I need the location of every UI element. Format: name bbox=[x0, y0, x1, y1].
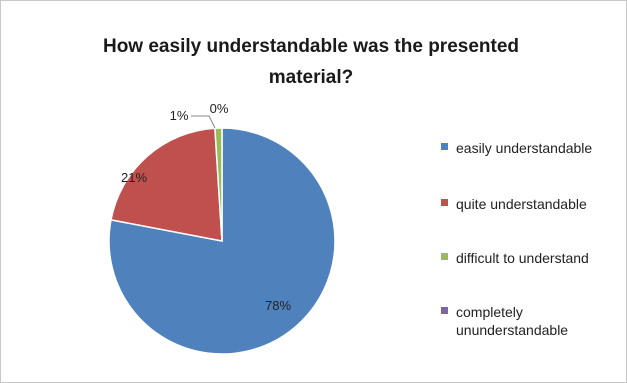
legend-label: quite understandable bbox=[456, 196, 587, 212]
chart-title: How easily understandable was the presen… bbox=[102, 36, 519, 88]
data-label-easily-understandable: 78% bbox=[265, 298, 291, 313]
legend-swatch-completely-ununderstandable bbox=[441, 307, 448, 314]
data-label-difficult-to-understand: 1% bbox=[170, 108, 189, 123]
legend-swatch-difficult-to-understand bbox=[441, 253, 448, 260]
legend-swatch-easily-understandable bbox=[441, 143, 448, 150]
pie-slice-difficult-to-understand bbox=[214, 127, 223, 242]
legend-label: easily understandable bbox=[456, 140, 593, 156]
legend-label: difficult to understand bbox=[456, 250, 589, 266]
pie-slice-quite-understandable bbox=[110, 127, 223, 242]
data-label-completely-ununderstandable: 0% bbox=[210, 101, 229, 116]
legend-swatch-quite-understandable bbox=[441, 199, 448, 206]
leader-line-difficult-to-understand bbox=[191, 115, 216, 129]
legend-label: completely ununderstandable bbox=[456, 304, 569, 338]
data-label-quite-understandable: 21% bbox=[121, 170, 147, 185]
